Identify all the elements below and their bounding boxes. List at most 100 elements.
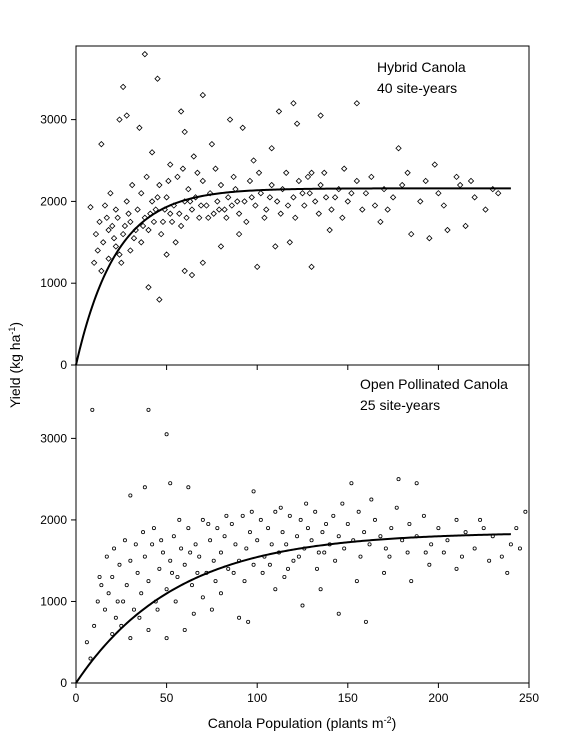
top-data-point: [348, 190, 355, 197]
bottom-data-point: [255, 538, 260, 543]
bottom-data-point: [345, 522, 350, 527]
top-fit-curve: [75, 187, 511, 366]
bottom-data-point: [454, 566, 459, 571]
top-data-point: [159, 218, 167, 226]
bottom-data-point: [508, 542, 513, 547]
top-data-point: [103, 214, 110, 221]
bottom-y-tick-label: 3000: [40, 431, 67, 445]
top-data-point: [212, 165, 219, 172]
bottom-data-point: [209, 607, 214, 612]
bottom-data-point: [182, 628, 187, 633]
bottom-data-point: [372, 517, 377, 522]
top-data-point: [322, 194, 330, 201]
x-tick-label: 50: [160, 691, 174, 705]
top-data-point: [268, 145, 275, 152]
top-data-point: [90, 259, 98, 266]
top-data-point: [255, 169, 263, 176]
bottom-data-point: [273, 509, 278, 514]
top-annotation-line2: 40 site-years: [377, 80, 457, 96]
top-data-point: [301, 202, 308, 209]
bottom-data-point: [97, 575, 102, 580]
bottom-data-point: [523, 509, 528, 514]
top-data-point: [339, 214, 346, 221]
top-data-point: [277, 210, 284, 217]
bottom-data-point: [186, 485, 191, 490]
bottom-data-point: [362, 530, 367, 535]
top-data-point: [353, 177, 361, 185]
bottom-data-point: [99, 583, 104, 588]
bottom-data-point: [237, 615, 242, 620]
top-data-point: [199, 177, 207, 185]
bottom-annotation-line2: 25 site-years: [360, 397, 440, 413]
bottom-data-point: [322, 550, 327, 555]
top-data-point: [127, 247, 134, 254]
bottom-data-point: [189, 583, 194, 588]
top-data-point: [138, 239, 145, 246]
top-data-point: [371, 202, 379, 209]
bottom-data-point: [128, 493, 133, 498]
top-data-point: [163, 251, 170, 258]
top-data-point: [145, 226, 152, 234]
bottom-data-point: [137, 615, 142, 620]
top-y-tick-label: 0: [60, 358, 67, 372]
bottom-data-point: [240, 513, 245, 518]
bottom-data-point: [218, 591, 223, 596]
top-y-tick-label: 1000: [40, 276, 67, 290]
top-data-point: [263, 206, 270, 213]
bottom-data-point: [459, 554, 464, 559]
bottom-data-point: [175, 575, 180, 580]
top-data-point: [119, 83, 127, 91]
top-data-point: [226, 116, 234, 123]
top-data-point: [252, 202, 259, 209]
bottom-data-point: [369, 497, 374, 502]
bottom-data-point: [131, 607, 136, 612]
top-data-point: [321, 169, 328, 176]
bottom-data-point: [313, 509, 318, 514]
bottom-data-point: [367, 542, 372, 547]
top-data-point: [177, 222, 185, 230]
bottom-data-point: [193, 542, 198, 547]
top-data-point: [145, 284, 152, 291]
bottom-data-point: [150, 542, 155, 547]
bottom-data-point: [445, 538, 450, 543]
bottom-data-point: [112, 546, 117, 551]
top-data-point: [188, 206, 196, 213]
bottom-data-point: [481, 526, 486, 531]
bottom-data-point: [336, 611, 341, 616]
top-data-point: [290, 100, 297, 107]
bottom-data-point: [251, 489, 256, 494]
top-data-point: [186, 198, 194, 205]
bottom-data-point: [349, 481, 354, 486]
bottom-data-point: [421, 513, 426, 518]
top-data-point: [273, 198, 281, 205]
bottom-data-point: [224, 513, 229, 518]
bottom-data-point: [309, 538, 314, 543]
bottom-data-point: [160, 550, 165, 555]
top-data-point: [141, 51, 149, 58]
bottom-data-point: [340, 501, 345, 506]
bottom-panel: Open Pollinated Canola 25 site-years: [75, 376, 528, 684]
bottom-data-point: [249, 509, 254, 514]
top-data-point: [134, 206, 141, 213]
top-data-point: [176, 210, 183, 217]
top-data-point: [98, 267, 105, 275]
top-data-point: [225, 194, 232, 201]
top-data-point: [453, 173, 460, 181]
top-data-point: [116, 116, 123, 123]
top-data-point: [315, 210, 322, 217]
bottom-data-point: [363, 619, 368, 624]
x-tick-label: 250: [519, 691, 539, 705]
bottom-data-point: [269, 542, 274, 547]
top-data-point: [121, 222, 129, 230]
bottom-data-point: [117, 562, 122, 567]
bottom-data-point: [423, 550, 428, 555]
bottom-y-tick-label: 1000: [40, 594, 67, 608]
bottom-data-point: [296, 554, 301, 559]
bottom-data-point: [135, 570, 140, 575]
top-data-point: [398, 181, 406, 189]
top-data-point: [317, 181, 324, 189]
top-data-point: [130, 235, 138, 242]
top-data-point: [290, 194, 297, 201]
top-data-point: [250, 157, 257, 164]
bottom-data-point: [128, 558, 133, 563]
